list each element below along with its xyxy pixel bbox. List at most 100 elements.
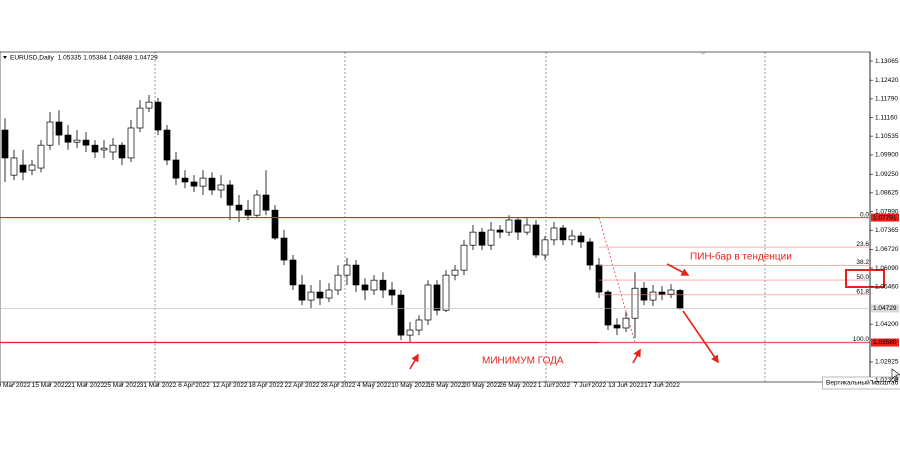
x-tick-label: 10 May 2022: [391, 382, 429, 389]
header-open: 1.05335: [58, 54, 82, 61]
candle-body: [379, 279, 387, 291]
candle-body: [541, 239, 549, 256]
level-label-box: [871, 213, 899, 222]
candle-body: [46, 121, 54, 146]
candle-body: [163, 129, 171, 161]
candle-body: [361, 284, 369, 291]
candle-body: [631, 287, 639, 319]
candle-body: [343, 264, 351, 276]
candle-body: [253, 194, 261, 216]
y-tick-label: 1.12420: [875, 77, 899, 84]
highlight-box: [845, 269, 885, 288]
candle-body: [19, 164, 27, 173]
y-tick-label: 1.07365: [875, 227, 899, 234]
y-tick-label: 1.13065: [875, 58, 899, 65]
fib-level-label: 100.0: [853, 336, 870, 343]
candle-body: [82, 139, 90, 146]
candle-body: [460, 244, 468, 271]
candle-body: [154, 101, 162, 131]
candle-body: [451, 269, 459, 276]
annotation: МИНИМУМ ГОДА: [482, 356, 564, 367]
y-tick-label: 1.02925: [875, 359, 899, 366]
y-tick-label: 1.10535: [875, 133, 899, 140]
candle-body: [289, 259, 297, 286]
x-tick-label: 16 May 2022: [427, 382, 465, 389]
level-label-box: [871, 338, 899, 347]
candle-body: [352, 264, 360, 286]
candle-body: [100, 147, 108, 151]
candle-body: [577, 235, 585, 243]
candle-body: [676, 290, 684, 309]
candle-body: [235, 204, 243, 211]
candle-body: [307, 291, 315, 301]
candle-body: [199, 177, 207, 187]
candle-body: [208, 177, 216, 191]
y-tick-label: 1.09250: [875, 171, 899, 178]
candle-body: [370, 279, 378, 291]
annotation: ПИН-бар в тенденции: [690, 251, 792, 263]
x-tick-label: 21 Mar 2022: [68, 382, 105, 389]
header-low: 1.04688: [109, 54, 133, 61]
x-tick-label: 31 Mar 2022: [140, 382, 177, 389]
fib-level-label: 61.8: [856, 289, 869, 296]
candle-body: [73, 139, 81, 143]
candle-body: [91, 144, 99, 153]
x-tick-label: 6 Apr 2022: [178, 382, 210, 389]
x-tick-label: 15 Mar 2022: [32, 382, 69, 389]
candle-body: [532, 224, 540, 256]
candle-body: [37, 144, 45, 169]
level-label: 1.03580: [873, 339, 897, 346]
candle-body: [496, 229, 504, 233]
y-tick-label: 1.06720: [875, 246, 899, 253]
fib-level-label: 0.0: [860, 211, 869, 218]
y-tick-label: 1.02300: [875, 377, 899, 384]
candle-body: [334, 274, 342, 291]
x-tick-label: 28 Apr 2022: [320, 382, 355, 389]
candle-body: [190, 181, 198, 187]
x-tick-label: 12 Apr 2022: [212, 382, 247, 389]
fib-level-label: 38.2: [856, 259, 869, 266]
tooltip-box: [822, 376, 900, 390]
candle-body: [667, 289, 675, 295]
candle-body: [28, 164, 36, 171]
price-label-box: [871, 304, 899, 313]
candle-body: [595, 264, 603, 293]
candle-body: [136, 107, 144, 129]
shift-marker: [699, 51, 707, 55]
candle-body: [469, 231, 477, 246]
x-tick-label: 1 Jun 2022: [538, 382, 571, 389]
candle-body: [658, 291, 666, 295]
candle-body: [262, 194, 270, 211]
candle-body: [514, 219, 522, 233]
x-tick-label: 20 May 2022: [463, 382, 501, 389]
y-tick-label: 1.06090: [875, 265, 899, 272]
candle-body: [244, 209, 252, 216]
candle-body: [325, 289, 333, 299]
candle-body: [64, 134, 72, 143]
candle-body: [586, 241, 594, 266]
chart-header: EURUSD,Daily 1.05335 1.05384 1.04688 1.04729: [10, 54, 158, 61]
y-tick-label: 1.07990: [875, 208, 899, 215]
candle-body: [478, 231, 486, 246]
y-tick-label: 1.05460: [875, 283, 899, 290]
x-tick-label: 17 Jun 2022: [644, 382, 680, 389]
candle-body: [280, 237, 288, 261]
candle-body: [622, 317, 630, 329]
candle-body: [640, 287, 648, 301]
candle-body: [172, 159, 180, 179]
fib-level-label: 23.6: [856, 241, 869, 248]
y-tick-label: 1.11160: [875, 114, 898, 121]
candle-body: [550, 227, 558, 241]
candle-body: [217, 184, 225, 191]
candle-body: [109, 144, 117, 153]
y-tick-label: 1.09900: [875, 152, 899, 159]
x-tick-label: 4 May 2022: [357, 382, 391, 389]
candle-body: [226, 184, 234, 206]
y-tick-label: 1.11790: [875, 96, 898, 103]
header-close: 1.04729: [134, 54, 158, 61]
candle-body: [442, 274, 450, 311]
candle-body: [415, 319, 423, 331]
candle-body: [568, 235, 576, 241]
candle-body: [388, 289, 396, 296]
